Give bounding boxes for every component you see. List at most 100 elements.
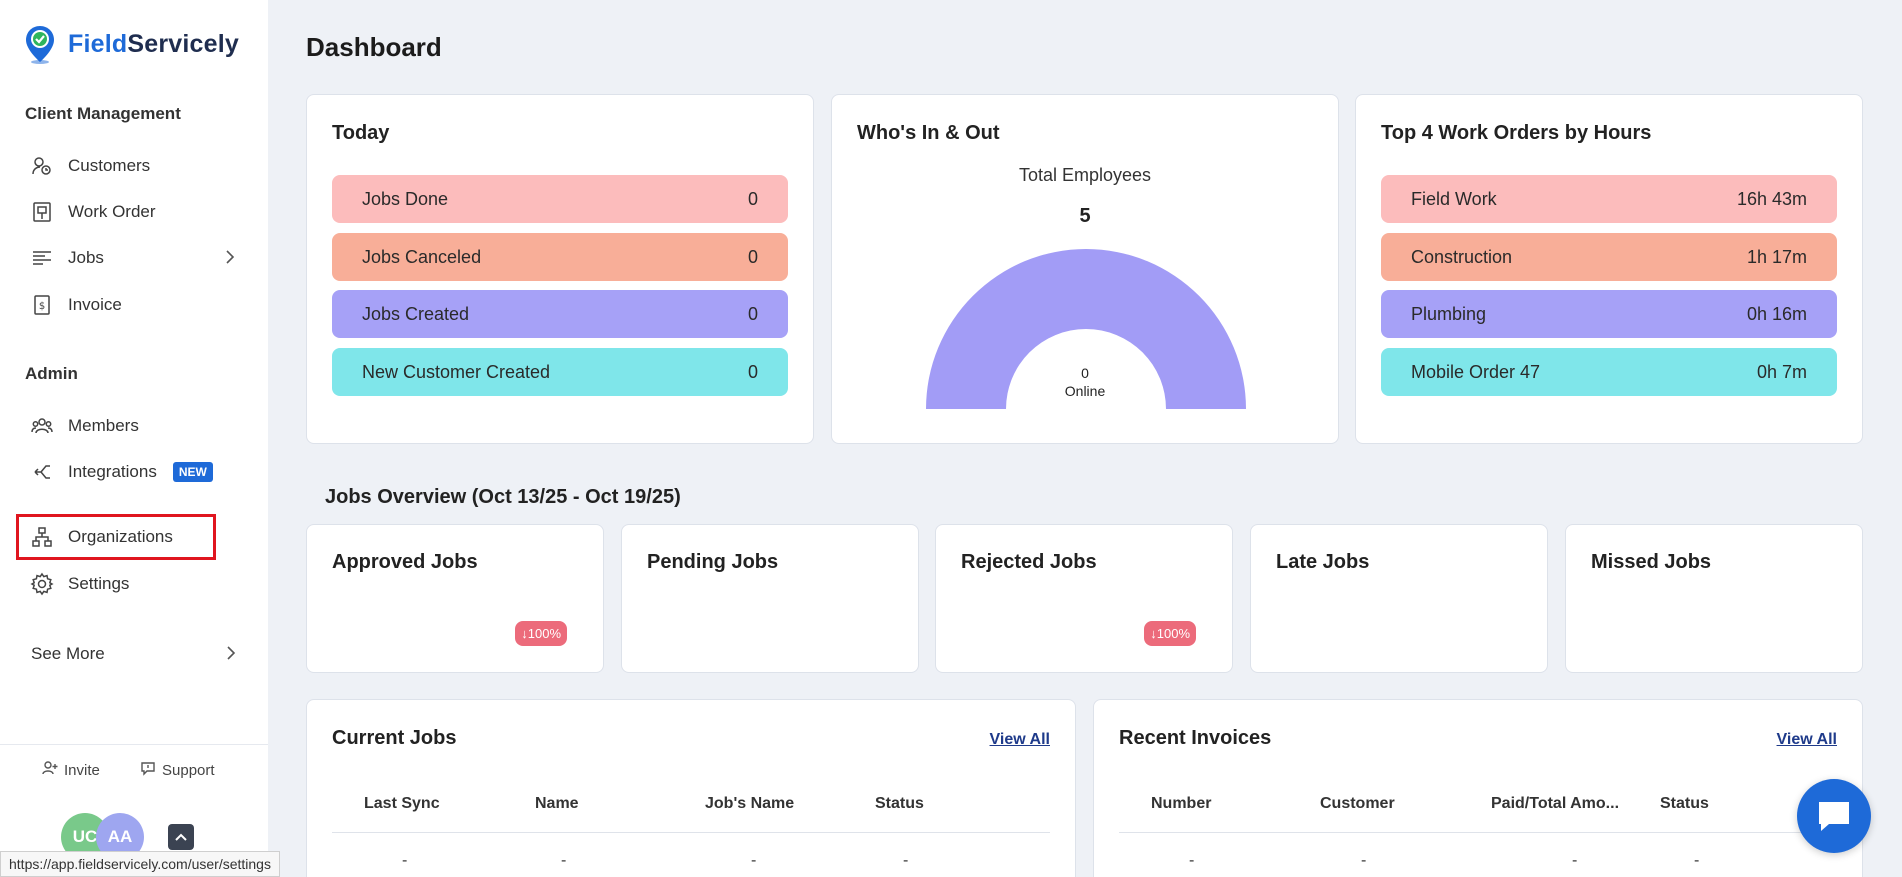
chevron-right-icon: [224, 248, 236, 271]
logo-pin-icon: [26, 26, 54, 64]
column-header[interactable]: Customer: [1320, 795, 1395, 812]
stat-label: Jobs Canceled: [362, 246, 482, 267]
stat-value: 0: [747, 361, 758, 382]
sidebar-item-work-order[interactable]: Work Order: [30, 195, 240, 229]
top-work-orders-card: Top 4 Work Orders by Hours Field Work 16…: [1355, 94, 1863, 444]
column-header[interactable]: Name: [535, 795, 579, 812]
table-divider: [1119, 832, 1837, 833]
sidebar-item-organizations[interactable]: Organizations: [30, 520, 240, 554]
late-jobs-card[interactable]: Late Jobs: [1250, 524, 1548, 673]
top-work-orders-title: Top 4 Work Orders by Hours: [1381, 122, 1652, 144]
recent-invoices-card: Recent Invoices View All Number Customer…: [1093, 699, 1863, 877]
support-chat-icon: [140, 760, 156, 780]
stat-label: Jobs Done: [362, 188, 449, 209]
sidebar-item-label: Work Order: [68, 202, 156, 221]
current-jobs-title: Current Jobs: [332, 727, 457, 749]
stat-value: 0: [747, 188, 758, 209]
table-divider: [332, 832, 1050, 833]
organizations-icon: [30, 525, 54, 549]
support-label: Support: [162, 761, 215, 779]
sidebar-item-label: Jobs: [68, 248, 104, 267]
online-label: Online: [1064, 383, 1106, 399]
invoice-icon: $: [30, 293, 54, 317]
sidebar-item-settings[interactable]: Settings: [30, 567, 240, 601]
status-bar-url: https://app.fieldservicely.com/user/sett…: [0, 851, 280, 877]
overview-card-title: Approved Jobs: [332, 551, 478, 573]
change-badge: ↓100%: [515, 621, 567, 646]
column-header[interactable]: Number: [1151, 795, 1212, 812]
work-order-label: Mobile Order 47: [1411, 361, 1541, 382]
recent-invoices-title: Recent Invoices: [1119, 727, 1272, 749]
new-badge: NEW: [172, 462, 213, 482]
total-employees-value: 5: [1079, 205, 1091, 227]
column-header[interactable]: Paid/Total Amo...: [1491, 795, 1620, 812]
overview-card-title: Pending Jobs: [647, 551, 779, 573]
support-button[interactable]: Support: [140, 760, 215, 780]
jobs-icon: [30, 246, 54, 270]
stat-label: Jobs Created: [362, 303, 470, 324]
organizations-highlight: [16, 514, 216, 560]
chat-bubble-icon: [1819, 802, 1849, 831]
work-order-label: Construction: [1411, 246, 1513, 267]
sidebar-item-customers[interactable]: Customers: [30, 149, 240, 183]
recent-invoices-view-all-link[interactable]: View All: [1776, 731, 1837, 748]
whos-in-out-title: Who's In & Out: [857, 122, 1000, 144]
work-order-label: Plumbing: [1411, 303, 1487, 324]
stat-row-jobs-done: Jobs Done 0: [332, 175, 788, 223]
table-cell: -: [1572, 852, 1578, 869]
column-header[interactable]: Status: [875, 795, 924, 812]
sidebar-item-jobs[interactable]: Jobs: [30, 241, 240, 275]
sidebar: FieldServicely Client Management Custome…: [0, 0, 268, 877]
see-more-button[interactable]: See More: [31, 637, 241, 671]
work-order-hours: 16h 43m: [1736, 188, 1807, 209]
invite-label: Invite: [64, 761, 100, 779]
add-user-icon: [42, 760, 58, 780]
column-header[interactable]: Last Sync: [364, 795, 440, 812]
table-cell: -: [1361, 852, 1367, 869]
missed-jobs-card[interactable]: Missed Jobs: [1565, 524, 1863, 673]
chat-button[interactable]: [1797, 779, 1871, 853]
pending-jobs-card[interactable]: Pending Jobs: [621, 524, 919, 673]
sidebar-item-members[interactable]: Members: [30, 409, 240, 443]
sidebar-item-label: Invoice: [68, 295, 122, 314]
employees-gauge: [926, 249, 1246, 409]
stat-label: New Customer Created: [362, 361, 551, 382]
work-order-row: Construction 1h 17m: [1381, 233, 1837, 281]
rejected-jobs-card[interactable]: Rejected Jobs ↓100%: [935, 524, 1233, 673]
overview-card-title: Rejected Jobs: [961, 551, 1097, 573]
stat-row-jobs-canceled: Jobs Canceled 0: [332, 233, 788, 281]
whos-in-out-card: Who's In & Out Total Employees 5 0 Onlin…: [831, 94, 1339, 444]
work-order-hours: 0h 16m: [1746, 303, 1807, 324]
scroll-up-button[interactable]: [168, 824, 194, 850]
work-order-label: Field Work: [1411, 188, 1497, 209]
current-jobs-view-all-link[interactable]: View All: [989, 731, 1050, 748]
total-employees-label: Total Employees: [1018, 165, 1152, 185]
approved-jobs-card[interactable]: Approved Jobs ↓100%: [306, 524, 604, 673]
column-header[interactable]: Status: [1660, 795, 1709, 812]
svg-text:$: $: [39, 301, 45, 312]
work-order-hours: 1h 17m: [1746, 246, 1807, 267]
sidebar-item-invoice[interactable]: $ Invoice: [30, 288, 240, 322]
table-cell: -: [1189, 852, 1195, 869]
members-icon: [30, 414, 54, 438]
gear-icon: [30, 572, 54, 596]
stat-value: 0: [747, 246, 758, 267]
table-cell: -: [1694, 852, 1700, 869]
customers-icon: [30, 154, 54, 178]
chevron-up-icon: [175, 833, 187, 841]
work-order-icon: [30, 200, 54, 224]
sidebar-item-label: Customers: [68, 156, 151, 175]
stat-row-new-customer: New Customer Created 0: [332, 348, 788, 396]
invite-button[interactable]: Invite: [42, 760, 100, 780]
work-order-hours: 0h 7m: [1756, 361, 1807, 382]
page-title: Dashboard: [306, 32, 442, 62]
stat-row-jobs-created: Jobs Created 0: [332, 290, 788, 338]
app-name: FieldServicely: [68, 29, 239, 58]
sidebar-item-integrations[interactable]: Integrations NEW: [30, 455, 240, 489]
today-card: Today Jobs Done 0 Jobs Canceled 0 Jobs C…: [306, 94, 814, 444]
change-badge: ↓100%: [1144, 621, 1196, 646]
app-logo[interactable]: FieldServicely: [24, 24, 239, 64]
sidebar-item-label: Integrations: [68, 462, 157, 481]
column-header[interactable]: Job's Name: [705, 795, 795, 812]
client-management-heading: Client Management: [25, 104, 181, 123]
